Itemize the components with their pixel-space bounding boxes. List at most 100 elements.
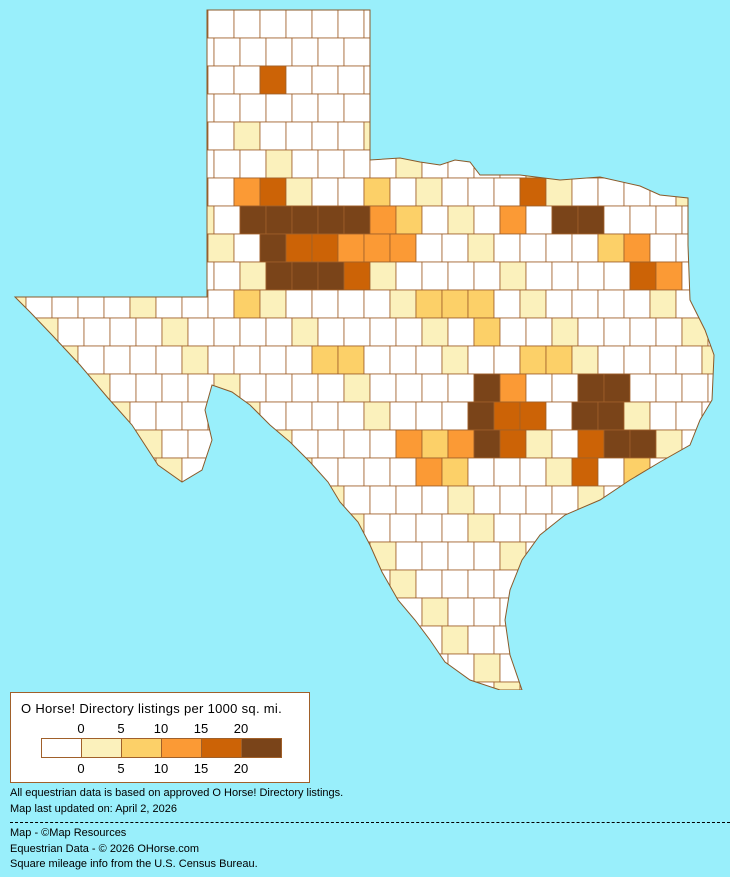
county: [415, 513, 443, 543]
county: [603, 485, 631, 515]
legend-swatch: [82, 739, 122, 757]
county: [655, 653, 683, 683]
county: [15, 37, 33, 67]
county: [135, 653, 163, 683]
county: [701, 625, 714, 655]
county: [675, 233, 703, 263]
county: [441, 121, 469, 151]
county: [291, 93, 319, 123]
county: [187, 373, 215, 403]
county: [363, 457, 391, 487]
county: [395, 429, 423, 459]
county: [57, 149, 85, 179]
county: [655, 317, 683, 347]
county: [259, 513, 287, 543]
legend-color-bar: [41, 738, 282, 758]
county: [571, 401, 599, 431]
county: [649, 457, 677, 487]
county: [447, 429, 475, 459]
county: [571, 513, 599, 543]
county: [493, 681, 521, 690]
county: [343, 373, 371, 403]
county: [265, 317, 293, 347]
county: [51, 625, 79, 655]
county: [155, 289, 183, 319]
county: [395, 93, 423, 123]
county: [337, 65, 365, 95]
county: [337, 10, 365, 39]
county: [31, 317, 59, 347]
county: [311, 569, 339, 599]
county: [129, 177, 157, 207]
county: [259, 233, 287, 263]
county: [681, 149, 709, 179]
county: [259, 625, 287, 655]
county: [681, 653, 709, 683]
county: [83, 597, 111, 627]
county: [363, 569, 391, 599]
county: [389, 10, 417, 39]
county: [181, 569, 209, 599]
county: [551, 597, 579, 627]
county: [25, 513, 53, 543]
county: [239, 429, 267, 459]
county: [441, 177, 469, 207]
county: [395, 37, 423, 67]
county: [525, 429, 553, 459]
county: [623, 681, 651, 690]
county: [207, 569, 235, 599]
county: [213, 373, 241, 403]
county: [265, 597, 293, 627]
county: [421, 205, 449, 235]
county: [519, 121, 547, 151]
county: [545, 233, 573, 263]
county: [291, 261, 319, 291]
county: [447, 653, 475, 683]
county: [103, 10, 131, 39]
county: [447, 93, 475, 123]
county: [571, 345, 599, 375]
county: [447, 485, 475, 515]
county: [623, 345, 651, 375]
county: [83, 205, 111, 235]
county: [681, 597, 709, 627]
legend-swatch: [122, 739, 162, 757]
county: [597, 289, 625, 319]
county: [415, 401, 443, 431]
county: [285, 681, 313, 690]
county: [545, 121, 573, 151]
county: [519, 681, 547, 690]
county: [103, 457, 131, 487]
county: [343, 261, 371, 291]
county: [311, 65, 339, 95]
county: [577, 261, 605, 291]
county: [441, 289, 469, 319]
county: [467, 233, 495, 263]
county: [623, 233, 651, 263]
county: [259, 177, 287, 207]
county: [525, 149, 553, 179]
county: [57, 205, 85, 235]
county: [493, 10, 521, 39]
county: [25, 625, 53, 655]
county: [15, 569, 27, 599]
county: [525, 205, 553, 235]
county: [707, 373, 714, 403]
county: [213, 93, 241, 123]
county: [265, 485, 293, 515]
county: [415, 233, 443, 263]
county: [649, 513, 677, 543]
county: [681, 429, 709, 459]
county: [629, 429, 657, 459]
county: [161, 261, 189, 291]
county: [15, 513, 27, 543]
data-basis-note: All equestrian data is based on approved…: [10, 787, 344, 799]
county: [363, 10, 391, 39]
county: [473, 317, 501, 347]
county: [51, 289, 79, 319]
county: [421, 653, 449, 683]
county: [707, 485, 714, 515]
county: [389, 681, 417, 690]
county: [369, 317, 397, 347]
county: [239, 205, 267, 235]
